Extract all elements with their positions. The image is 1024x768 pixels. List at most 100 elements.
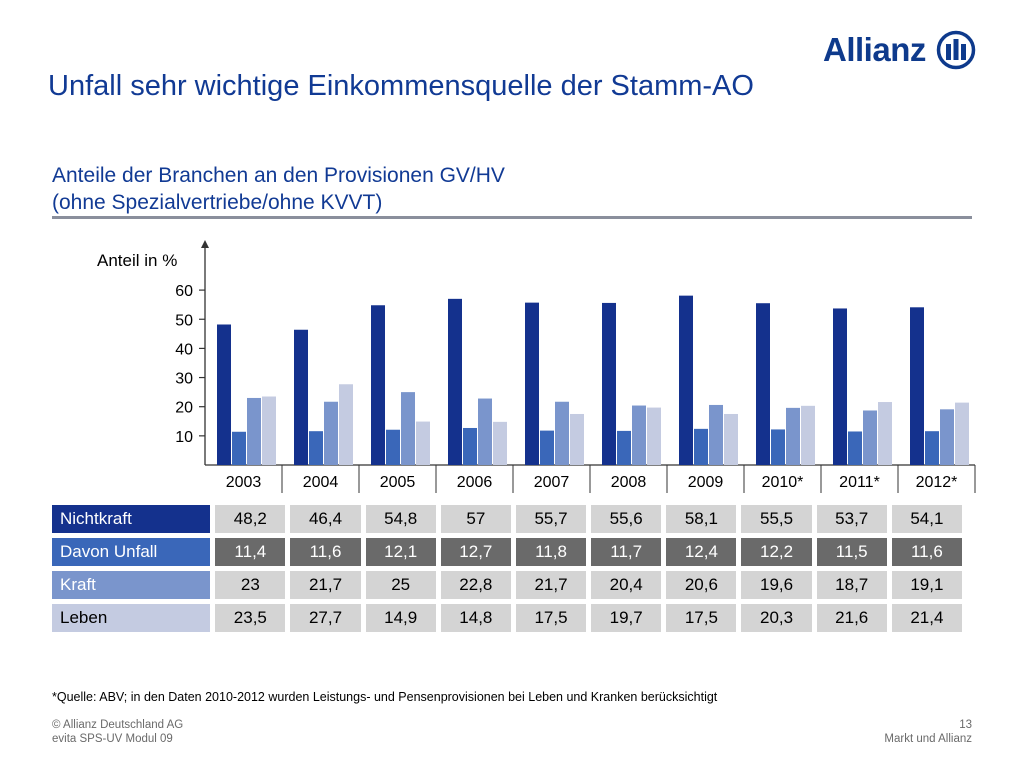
table-cell: 20,6 [666,571,737,599]
table-cell: 18,7 [816,571,887,599]
bar-leben [801,405,815,465]
table-cell: 21,7 [290,571,361,599]
bar-nichtkraft [756,303,770,465]
table-cell: 11,6 [891,538,962,566]
bar-nichtkraft [910,307,924,465]
y-tick-label: 60 [175,283,193,300]
table-row: Leben 23,5 27,7 14,9 14,8 17,5 19,7 17,5 20,3 21,… [52,604,962,632]
table-cell: 12,2 [741,538,812,566]
bar-davon-unfall [848,431,862,465]
table-cell: 14,8 [440,604,511,632]
table-cell: 12,7 [440,538,511,566]
bar-nichtkraft [833,308,847,465]
subtitle-line-1: Anteile der Branchen an den Provisionen … [52,164,505,187]
table-cell: 23 [215,571,286,599]
x-tick-label: 2005 [380,474,416,491]
footer-left: © Allianz Deutschland AG evita SPS-UV Mo… [52,718,183,746]
table-cell: 11,8 [515,538,587,566]
logo-text: Allianz [823,31,926,68]
allianz-eagle-icon [936,30,976,70]
bar-davon-unfall [540,430,554,465]
table-cell: 11,5 [816,538,887,566]
bar-davon-unfall [925,431,939,465]
table-cell: 11,7 [591,538,662,566]
bar-chart: 10 20 30 40 50 60 2003 2004 2005 2006 2007 2008 2009… [175,240,976,493]
table-row-label: Leben [52,604,211,632]
table-cell: 53,7 [816,505,887,533]
table-cell: 54,1 [891,505,962,533]
bar-davon-unfall [463,427,477,465]
bar-kraft [632,405,646,465]
bar-nichtkraft [294,329,308,465]
footnote: *Quelle: ABV; in den Daten 2010-2012 wur… [52,690,718,704]
y-tick-label: 30 [175,371,193,388]
footer-module: evita SPS-UV Modul 09 [52,733,173,745]
bar-nichtkraft [217,324,231,465]
x-tick-label: 2012* [916,474,958,491]
table-cell: 27,7 [290,604,361,632]
y-tick-label: 40 [175,341,193,358]
table-cell: 48,2 [215,505,286,533]
table-cell: 11,6 [290,538,361,566]
bar-nichtkraft [448,298,462,465]
bar-davon-unfall [617,430,631,465]
bar-leben [878,402,892,465]
table-cell: 19,1 [891,571,962,599]
table-cell: 12,4 [666,538,737,566]
bar-nichtkraft [371,305,385,465]
bar-kraft [940,409,954,465]
subtitle-divider [52,216,972,219]
bar-kraft [786,407,800,465]
y-tick-label: 10 [175,429,193,446]
table-cell: 25 [365,571,436,599]
bar-leben [493,421,507,465]
footer-copyright: © Allianz Deutschland AG [52,719,184,731]
y-axis-label: Anteil in % [97,251,178,270]
bar-davon-unfall [386,429,400,465]
bar-nichtkraft [602,302,616,465]
table-cell: 17,5 [666,604,737,632]
y-tick-label: 20 [175,400,193,417]
table-row-label: Kraft [52,571,211,599]
bar-kraft [324,401,338,465]
table-cell: 21,7 [515,571,587,599]
table-row: Kraft 23 21,7 25 22,8 21,7 20,4 20,6 19,6 18,7 19,… [52,571,962,599]
table-row-label: Nichtkraft [52,505,211,533]
bar-leben [416,421,430,465]
allianz-logo: Allianz [823,28,976,72]
x-tick-label: 2003 [226,474,262,491]
table-row: Davon Unfall 11,4 11,6 12,1 12,7 11,8 11,7 12,4… [52,538,962,566]
bar-leben [570,413,584,465]
table-cell: 54,8 [365,505,436,533]
x-tick-label: 2010* [762,474,804,491]
table-cell: 21,4 [891,604,962,632]
table-cell: 20,3 [741,604,812,632]
x-tick-label: 2007 [534,474,570,491]
footer-section: Markt und Allianz [884,733,972,745]
table-cell: 23,5 [215,604,286,632]
bar-kraft [555,401,569,465]
table-cell: 22,8 [440,571,511,599]
bar-kraft [709,404,723,465]
bar-leben [724,413,738,465]
bar-davon-unfall [232,431,246,465]
bar-davon-unfall [771,429,785,465]
bar-leben [955,402,969,465]
bar-kraft [247,397,261,465]
data-table: Nichtkraft 48,2 46,4 54,8 57 55,7 55,6 58,1 55,5… [47,500,967,637]
y-axis-arrow [201,240,209,248]
table-cell: 14,9 [365,604,436,632]
bar-davon-unfall [309,431,323,465]
page-number: 13 [959,719,972,731]
page-title: Unfall sehr wichtige Einkommensquelle de… [48,70,754,102]
bar-leben [339,384,353,465]
x-tick-label: 2004 [303,474,339,491]
bar-leben [262,396,276,465]
table-cell: 55,5 [741,505,812,533]
x-tick-label: 2006 [457,474,493,491]
table-row-label: Davon Unfall [52,538,211,566]
table-cell: 58,1 [666,505,737,533]
table-cell: 12,1 [365,538,436,566]
table-cell: 19,6 [741,571,812,599]
bar-nichtkraft [525,302,539,465]
